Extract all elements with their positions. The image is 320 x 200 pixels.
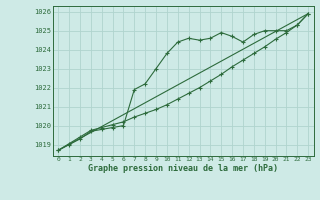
X-axis label: Graphe pression niveau de la mer (hPa): Graphe pression niveau de la mer (hPa) [88, 164, 278, 173]
